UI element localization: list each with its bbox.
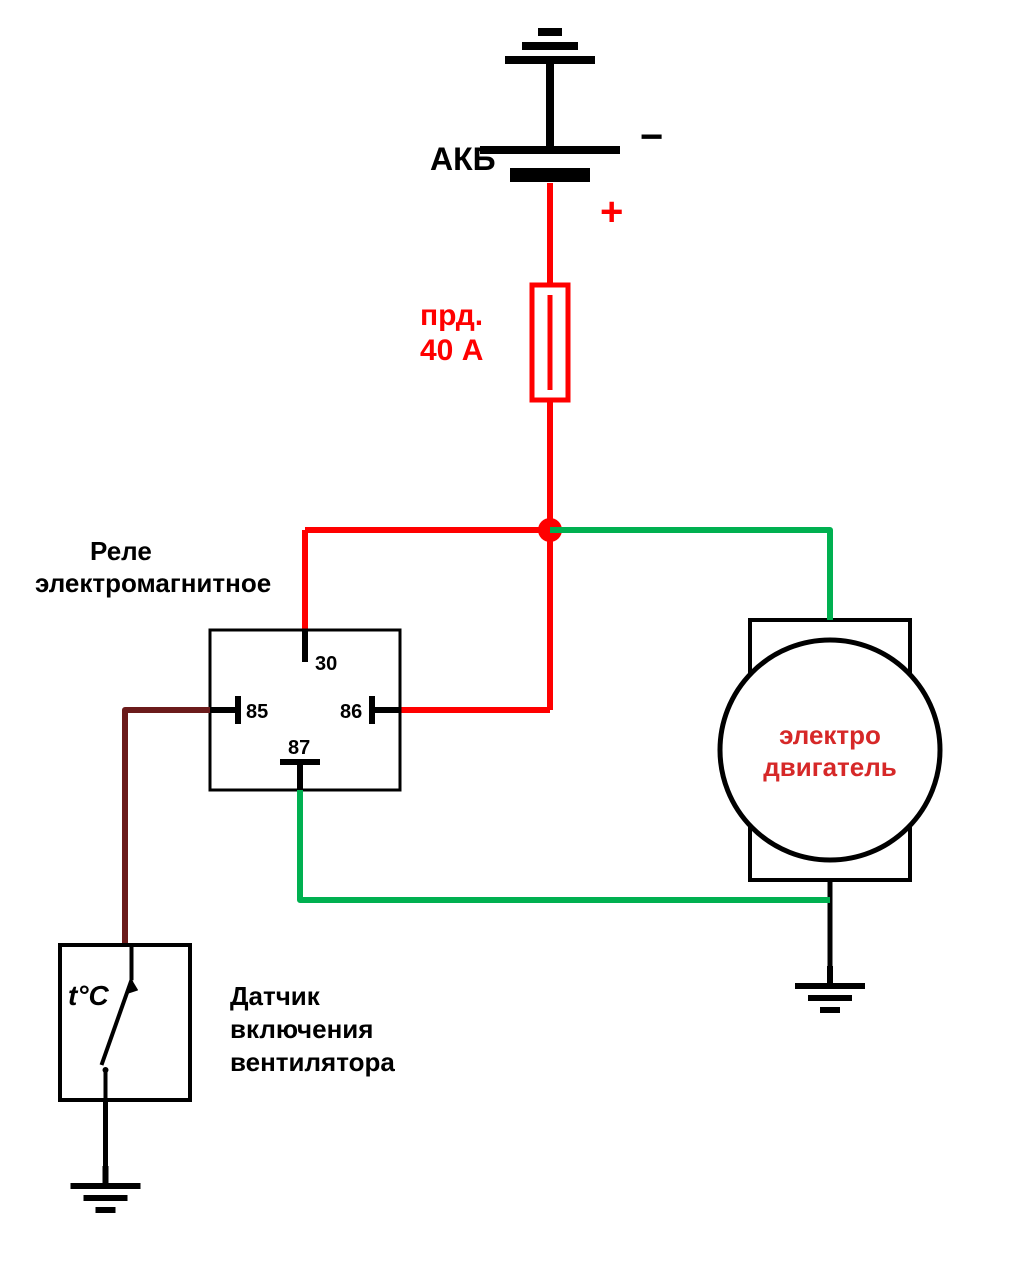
temp-label: t°C: [68, 980, 110, 1011]
pin-30: 30: [315, 653, 337, 675]
fuse-label-1: прд.: [420, 299, 483, 332]
pin-87: 87: [288, 737, 310, 759]
sensor-label-1: Датчик: [230, 981, 321, 1011]
relay-label-1: Реле: [90, 536, 152, 566]
relay-label-2: электромагнитное: [35, 568, 271, 598]
sensor-label-3: вентилятора: [230, 1047, 395, 1077]
sensor-box: [60, 945, 190, 1100]
battery-plus: +: [600, 190, 623, 234]
battery-label: АКБ: [430, 141, 496, 177]
motor-label-2: двигатель: [763, 752, 896, 782]
fuse-label-2: 40 А: [420, 334, 483, 367]
pin-85: 85: [246, 701, 268, 723]
battery-minus: −: [640, 115, 663, 159]
pin-86: 86: [340, 701, 362, 723]
motor-circle: [720, 640, 940, 860]
motor-label-1: электро: [779, 720, 881, 750]
sensor-label-2: включения: [230, 1014, 373, 1044]
